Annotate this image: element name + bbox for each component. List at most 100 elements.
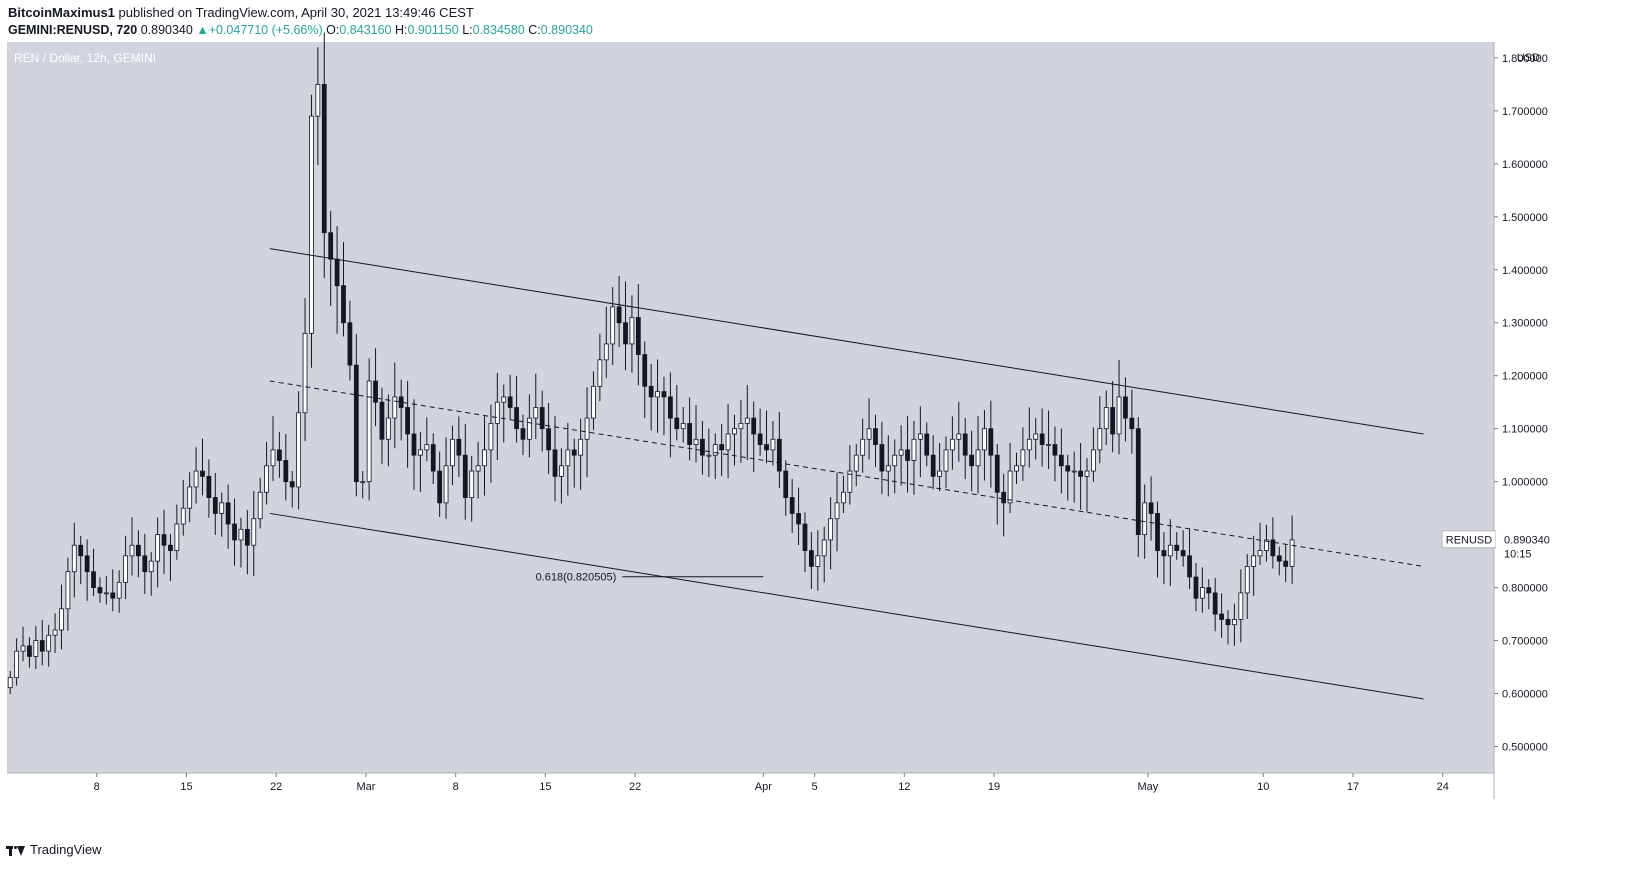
candle-down (616, 306, 622, 324)
time-tick-label: May (1137, 781, 1158, 793)
candle-up (1103, 407, 1109, 430)
candle-down (648, 385, 654, 398)
candle-up (488, 422, 494, 451)
channel-mid-line (269, 380, 1424, 567)
candle-down (97, 587, 103, 594)
candle-down (379, 401, 385, 440)
candle-up (270, 449, 276, 467)
candle-down (206, 475, 212, 498)
candle-down (334, 258, 340, 287)
plot-background[interactable] (7, 42, 1494, 773)
candle-down (879, 444, 885, 472)
candle-down (1180, 550, 1186, 557)
time-tick-label: 8 (94, 781, 100, 793)
candle-up (956, 433, 962, 440)
candle-down (398, 396, 404, 408)
candle-up (603, 343, 609, 361)
candle-up (302, 332, 308, 414)
candle-down (757, 433, 763, 445)
candle-up (129, 544, 135, 557)
candle-up (744, 417, 750, 424)
time-tick-label: 5 (812, 781, 818, 793)
author-name[interactable]: BitcoinMaximus1 (8, 5, 115, 20)
candle-down (962, 433, 968, 456)
fib-level-label: 0.618(0.820505) (536, 572, 617, 584)
candle-up (264, 465, 269, 493)
candle-up (52, 629, 58, 636)
candle-up (1033, 433, 1039, 440)
candle-up (982, 428, 987, 451)
candle-down (809, 550, 814, 567)
candle-up (443, 465, 449, 504)
candle-down (1039, 433, 1045, 445)
price-change: +0.047710 (+5.66%) (208, 23, 323, 37)
candle-down (635, 317, 641, 355)
candle-down (571, 449, 577, 456)
candles-group (7, 32, 1295, 695)
candle-down (277, 449, 282, 461)
candle-up (46, 634, 52, 652)
candle-down (1148, 502, 1154, 514)
candle-down (91, 571, 96, 589)
candle-up (65, 571, 71, 610)
candle-up (866, 428, 872, 440)
last-price-tag: RENUSD 0.890340 10:15 (1441, 530, 1558, 562)
candle-up (725, 433, 731, 451)
candle-down (1225, 618, 1231, 626)
candle-down (623, 322, 628, 345)
chart-title: REN / Dollar, 12h, GEMINI (14, 51, 156, 65)
candle-up (7, 677, 13, 689)
candle-up (251, 518, 257, 546)
price-tick-label: 0.500000 (1502, 742, 1548, 754)
candle-up (180, 507, 186, 525)
candle-up (853, 454, 859, 472)
candle-up (1238, 592, 1244, 620)
price-tick-label: 0.800000 (1502, 583, 1548, 595)
candle-down (212, 497, 218, 514)
symbol-label[interactable]: GEMINI:RENUSD, 720 (8, 23, 138, 37)
candle-down (244, 528, 250, 546)
footer-brand[interactable]: TradingView (6, 842, 102, 857)
candle-down (1283, 560, 1289, 567)
candle-down (1110, 407, 1116, 435)
candle-up (526, 417, 532, 440)
candle-down (405, 407, 410, 435)
price-axis[interactable]: 0.500000 0.600000 0.700000 0.800000 1.000000… (1493, 42, 1548, 799)
candle-up (1071, 470, 1077, 473)
candle-up (885, 465, 891, 472)
candle-up (238, 528, 244, 541)
candle-up (501, 396, 507, 403)
candle-up (385, 417, 391, 440)
candle-up (975, 449, 981, 467)
candle-down (1001, 491, 1007, 504)
candle-up (917, 433, 923, 440)
candle-up (494, 401, 500, 424)
candle-up (187, 486, 193, 509)
candle-down (39, 640, 45, 652)
candle-down (1123, 396, 1128, 419)
candle-down (719, 444, 725, 451)
candle-up (257, 491, 263, 520)
candle-down (341, 285, 346, 324)
price-tick-label: 0.600000 (1502, 689, 1548, 701)
candle-up (71, 544, 77, 573)
low-value: 0.834580 (472, 23, 525, 37)
candle-up (680, 422, 686, 430)
candle-up (1257, 550, 1263, 557)
candle-down (905, 449, 910, 461)
up-arrow-icon: ▲ (196, 23, 209, 37)
candle-down (321, 83, 327, 234)
last-price-countdown: 10:15 (1504, 549, 1532, 561)
candle-up (1232, 618, 1237, 626)
drawings-group: 0.618(0.820505) (269, 248, 1424, 700)
candle-up (898, 449, 904, 456)
candle-up (360, 481, 366, 484)
candle-up (1244, 566, 1250, 594)
time-axis[interactable]: 8 15 22 Mar 8 15 22 Apr 5 12 19 May 10 17 24 (7, 772, 1494, 793)
close-label: C: (528, 23, 541, 37)
price-tick-label: 1.700000 (1502, 106, 1548, 118)
time-tick-label: 15 (539, 781, 551, 793)
candle-up (578, 438, 584, 456)
